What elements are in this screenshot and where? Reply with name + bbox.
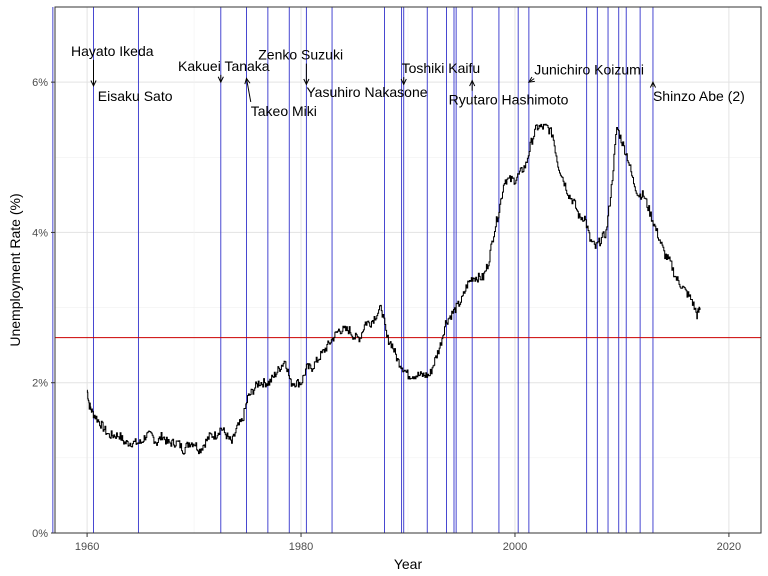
- y-axis-ticks: 0% 2% 4% 6%: [32, 77, 55, 540]
- annotation-arrowhead: [649, 80, 657, 88]
- annotation-arrowhead: [527, 76, 535, 83]
- annotation-arrowhead: [469, 79, 476, 87]
- annotation-arrowhead: [303, 78, 310, 86]
- unemployment-series-line: [86, 123, 701, 455]
- annotation-label: Shinzo Abe (2): [653, 88, 745, 104]
- annotation-label: Zenko Suzuki: [258, 47, 343, 63]
- annotations: Hayato Ikeda Eisaku Sato Kakuei Tanaka Take…: [71, 43, 745, 119]
- annotation-label: Ryutaro Hashimoto: [449, 92, 569, 108]
- y-axis-title: Unemployment Rate (%): [7, 193, 23, 346]
- annotation-label: Eisaku Sato: [98, 88, 173, 104]
- x-axis-ticks: 1960 1980 2000 2020: [75, 533, 741, 553]
- annotation-arrow: [245, 78, 252, 103]
- y-tick-label: 0%: [32, 528, 48, 540]
- y-tick-label: 2%: [32, 378, 48, 390]
- x-tick-label: 2020: [717, 541, 741, 553]
- annotation-label: Yasuhiro Nakasone: [306, 84, 427, 100]
- pm-change-lines: [52, 7, 654, 533]
- annotation-label: Junichiro Koizumi: [534, 62, 644, 78]
- annotation-arrowhead: [90, 80, 97, 88]
- annotation-label: Takeo Miki: [251, 103, 317, 119]
- annotation-arrowhead: [217, 76, 224, 84]
- x-tick-label: 1960: [75, 541, 99, 553]
- y-tick-label: 4%: [32, 227, 48, 239]
- annotation-arrowhead: [244, 77, 251, 85]
- x-tick-label: 1980: [289, 541, 313, 553]
- y-tick-label: 6%: [32, 77, 48, 89]
- plot-border: [54, 6, 762, 534]
- x-tick-label: 2000: [503, 541, 527, 553]
- annotation-arrowhead: [400, 78, 407, 86]
- x-axis-title: Year: [394, 556, 423, 572]
- annotation-label: Toshiki Kaifu: [402, 60, 481, 76]
- annotation-label: Kakuei Tanaka: [178, 58, 270, 74]
- annotation-label: Hayato Ikeda: [71, 43, 154, 59]
